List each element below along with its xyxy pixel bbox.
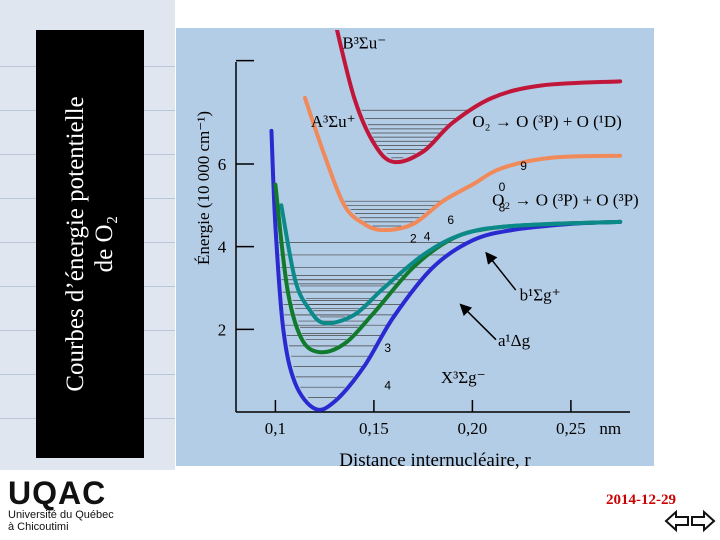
annotation-arrow [459,303,497,341]
nav-back-arrow-icon[interactable] [664,509,689,533]
nav-forward-arrow-icon[interactable] [691,509,716,533]
navigation-arrows[interactable] [664,508,716,534]
vibrational-level-label: 4 [384,378,391,392]
uqac-logo: UQAC Université du Québec à Chicoutimi [8,477,118,533]
x-tick-label: 0,15 [359,419,389,438]
x-tick-label: 0,20 [458,419,488,438]
curve-annotation: a¹Δg [498,331,531,350]
curve-annotation: O₂ → O (³P) + O (¹D) [472,112,621,131]
curve-annotation: B³Σu⁻ [342,33,386,52]
vibrational-level-label: 6 [447,213,454,227]
y-tick-label: 4 [218,238,227,257]
x-tick-label: 0,1 [265,419,286,438]
logo-subtitle-2: à Chicoutimi [8,521,69,533]
curve-au [302,95,623,233]
curve-annotation: X³Σg⁻ [441,368,486,387]
curve-bu [334,30,623,165]
logo-subtitle-1: Université du Québec [8,509,114,521]
logo-mark: UQAC [8,475,107,511]
x-axis-label: Distance internucléaire, r [339,450,531,471]
slide-title-box [36,30,144,458]
curve-annotation: b¹Σg⁺ [520,285,561,304]
x-unit-label: nm [599,419,621,438]
vibrational-level-label: 8 [499,201,506,215]
vibrational-level-label: 3 [384,341,391,355]
chart-panel [176,28,654,466]
curve-annotation: O₂ → O (³P) + O (³P) [492,190,639,209]
x-tick-label: 0,25 [556,419,586,438]
y-tick-label: 2 [218,320,227,339]
y-axis-label: Énergie (10 000 cm⁻¹) [194,111,213,265]
slide-date: 2014-12-29 [606,492,676,508]
curve-xg [269,128,623,412]
curve-bg [279,203,623,326]
vibrational-level-label: 9 [520,159,527,173]
vibrational-level-label: 4 [424,229,431,243]
curve-annotation: A³Σu⁺ [311,112,356,131]
y-tick-label: 6 [218,155,227,174]
vibrational-level-label: 0 [499,180,506,194]
vibrational-level-label: 2 [410,232,417,246]
annotation-arrow [485,251,517,291]
